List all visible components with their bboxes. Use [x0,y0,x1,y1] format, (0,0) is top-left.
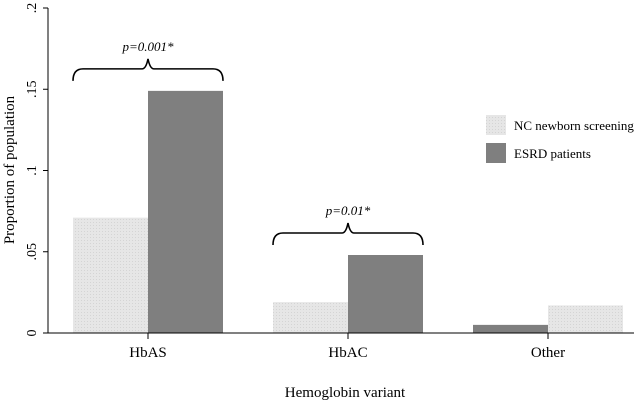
x-axis-title: Hemoglobin variant [285,385,406,401]
brace-hbac [272,222,424,246]
x-tick-label-hbac: HbAC [328,345,367,361]
y-tick-label: .15 [25,81,40,99]
y-axis-title: Proportion of population [2,95,18,244]
significance-braces: p=0.001* p=0.01* [72,39,424,246]
x-tick-label-other: Other [531,345,565,361]
p-value-hbac: p=0.01* [325,203,371,218]
brace-hbas [72,58,224,81]
bar-hbac-esrd-patients [348,255,423,333]
x-tick-label-hbas: HbAS [129,345,167,361]
legend: NC newborn screening ESRD patients [486,115,634,163]
y-tick-label: 0 [25,330,40,337]
bar-hbas-nc-newborn-screening [73,217,148,333]
y-tick-label: .05 [25,243,40,261]
x-axis: HbAS HbAC Other [48,332,634,361]
legend-swatch-nc-newborn-screening [486,115,506,135]
legend-label-esrd-patients: ESRD patients [514,146,591,161]
bars-group [73,90,623,333]
legend-swatch-esrd-patients [486,143,506,163]
bar-hbas-esrd-patients [148,90,223,333]
y-tick-label: .1 [25,165,40,176]
bar-other-nc-newborn-screening [548,305,623,333]
y-tick-label: .2 [25,3,40,14]
y-axis: 0 .05 .1 .15 .2 [25,3,49,337]
bar-hbac-nc-newborn-screening [273,302,348,333]
bar-other-esrd-patients [473,324,548,333]
p-value-hbas: p=0.001* [121,39,174,54]
legend-label-nc-newborn-screening: NC newborn screening [514,118,634,133]
